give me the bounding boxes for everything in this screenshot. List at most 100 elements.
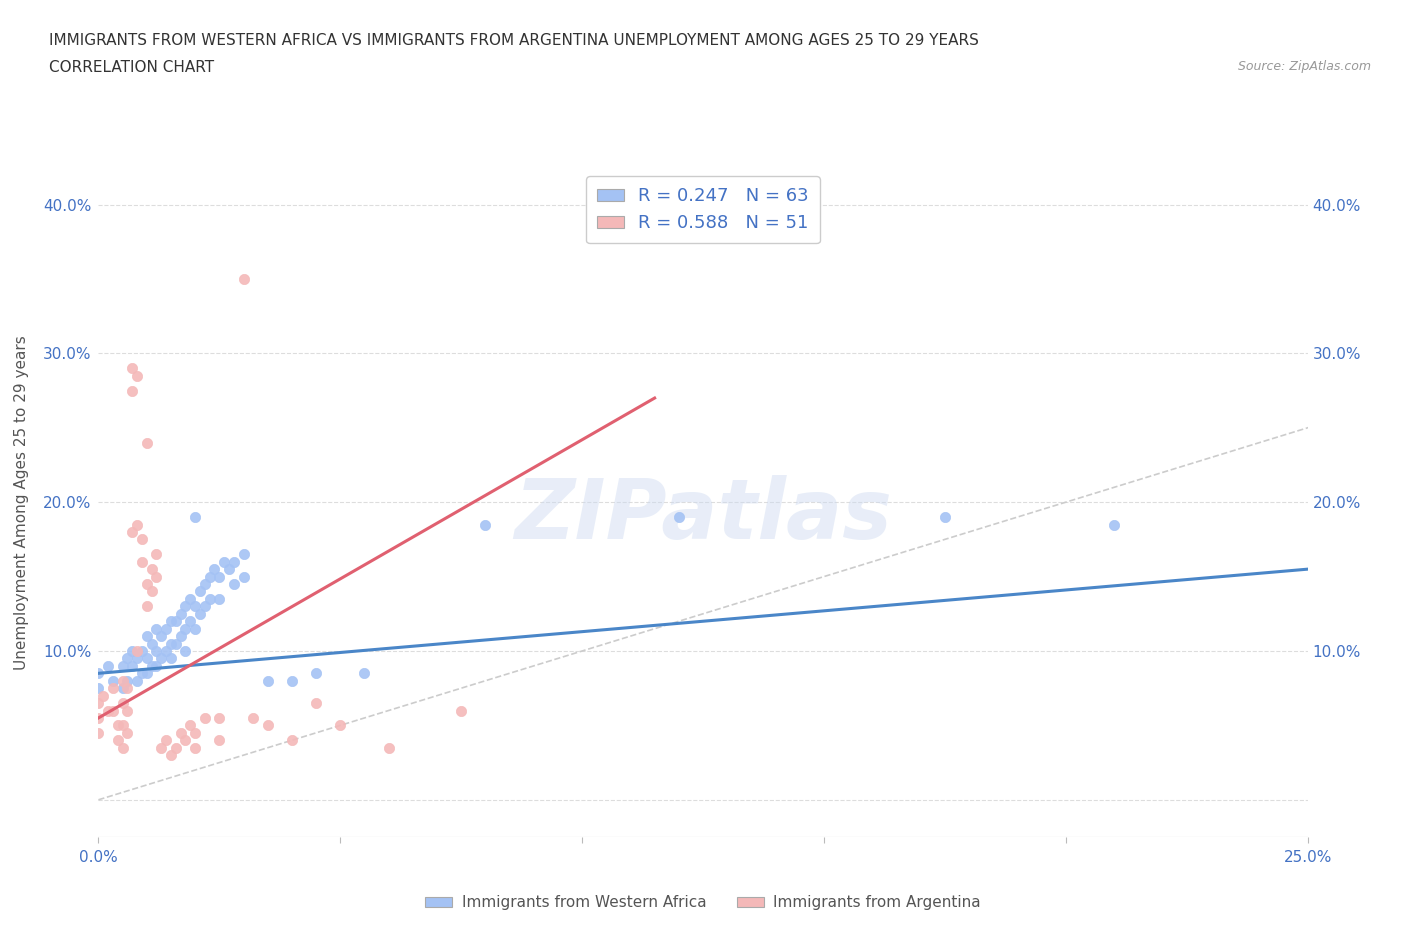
Point [135,577,157,591]
Point [111,673,134,688]
Point [111,718,134,733]
Point [87,711,110,725]
Point [208,591,231,606]
Point [155,733,177,748]
Point [135,599,157,614]
Text: Source: ZipAtlas.com: Source: ZipAtlas.com [1237,60,1371,73]
Point [127,673,149,688]
Point [160,748,183,763]
Point [155,621,177,636]
Point [121,658,143,673]
Point [232,569,254,584]
Point [194,577,217,591]
Point [281,733,304,748]
Point [305,666,328,681]
Point [127,651,149,666]
Point [107,718,129,733]
Point [97,703,120,718]
Point [117,681,139,696]
Point [87,725,110,740]
Point [169,629,191,644]
Point [145,547,167,562]
Point [127,517,149,532]
Point [135,629,157,644]
Point [135,435,157,450]
Point [135,666,157,681]
Point [160,651,183,666]
Point [121,383,143,398]
Point [204,562,226,577]
Point [179,718,201,733]
Point [184,599,207,614]
Point [101,673,124,688]
Point [208,733,231,748]
Point [198,569,221,584]
Point [668,510,690,525]
Point [145,569,167,584]
Point [184,510,207,525]
Point [222,577,245,591]
Point [131,554,153,569]
Point [179,614,201,629]
Point [145,644,167,658]
Point [91,688,114,703]
Legend: Immigrants from Western Africa, Immigrants from Argentina: Immigrants from Western Africa, Immigran… [419,889,987,916]
Point [97,658,120,673]
Point [232,547,254,562]
Point [127,644,149,658]
Point [131,532,153,547]
Point [141,584,163,599]
Point [194,711,217,725]
Point [87,681,110,696]
Point [353,666,375,681]
Point [165,636,187,651]
Point [194,599,217,614]
Point [127,368,149,383]
Point [169,606,191,621]
Text: CORRELATION CHART: CORRELATION CHART [49,60,214,75]
Point [160,614,183,629]
Point [184,725,207,740]
Point [111,740,134,755]
Point [101,681,124,696]
Point [121,361,143,376]
Point [174,733,197,748]
Point [305,696,328,711]
Point [101,703,124,718]
Text: IMMIGRANTS FROM WESTERN AFRICA VS IMMIGRANTS FROM ARGENTINA UNEMPLOYMENT AMONG A: IMMIGRANTS FROM WESTERN AFRICA VS IMMIGR… [49,33,979,47]
Point [184,621,207,636]
Point [141,562,163,577]
Point [208,711,231,725]
Point [165,614,187,629]
Point [934,510,956,525]
Point [281,673,304,688]
Point [111,696,134,711]
Point [87,696,110,711]
Point [135,651,157,666]
Point [188,584,211,599]
Point [131,666,153,681]
Point [141,658,163,673]
Point [174,599,197,614]
Point [121,644,143,658]
Point [111,658,134,673]
Point [150,629,173,644]
Point [160,636,183,651]
Text: ZIPatlas: ZIPatlas [515,475,891,556]
Point [117,651,139,666]
Point [87,666,110,681]
Point [117,725,139,740]
Point [121,525,143,539]
Point [1102,517,1125,532]
Point [212,554,235,569]
Point [232,272,254,286]
Point [474,517,496,532]
Point [450,703,472,718]
Point [218,562,240,577]
Point [150,740,173,755]
Point [141,636,163,651]
Point [179,591,201,606]
Point [188,606,211,621]
Point [329,718,352,733]
Point [222,554,245,569]
